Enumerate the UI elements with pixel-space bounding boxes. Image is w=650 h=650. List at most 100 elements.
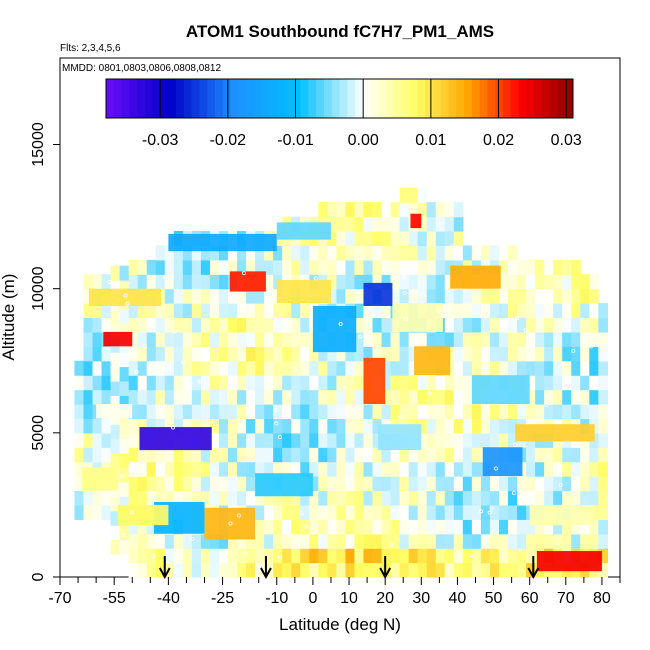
heatmap-block <box>363 282 393 306</box>
colorbar-segment <box>409 79 418 118</box>
sample-marker <box>173 329 178 334</box>
y-axis: 0 5000 10000 15000 <box>30 122 60 581</box>
heatmap-cell <box>128 404 139 420</box>
heatmap-cell <box>173 461 184 477</box>
sample-marker <box>264 251 269 256</box>
heatmap-cell <box>390 476 401 492</box>
heatmap-cell <box>417 519 428 535</box>
heatmap-cell <box>182 389 193 405</box>
heatmap-cell <box>598 432 608 448</box>
colorbar-segment <box>534 79 543 118</box>
sample-marker <box>558 483 563 488</box>
heatmap-cell <box>535 346 545 362</box>
heatmap-cell <box>164 476 175 492</box>
sample-marker <box>130 510 135 515</box>
heatmap-cell <box>598 461 608 477</box>
heatmap-cell <box>580 533 590 549</box>
heatmap-cell <box>562 331 572 347</box>
heatmap-cell <box>453 490 464 506</box>
heatmap-cell <box>517 288 527 304</box>
heatmap-cell <box>571 274 581 290</box>
heatmap-cell <box>435 375 446 391</box>
heatmap-cell <box>119 380 130 396</box>
heatmap-cell <box>291 504 301 520</box>
heatmap-cell <box>408 519 419 535</box>
heatmap-cell <box>318 548 328 564</box>
heatmap-cell <box>218 548 229 564</box>
heatmap-cell <box>408 504 419 520</box>
heatmap-cell <box>471 476 482 492</box>
heatmap-cell <box>553 288 563 304</box>
heatmap-cell <box>345 346 356 362</box>
heatmap-cell <box>589 447 599 463</box>
heatmap-cell <box>508 490 518 506</box>
heatmap-cell <box>336 461 347 477</box>
heatmap-cell <box>589 490 599 506</box>
colorbar-segment <box>339 79 348 118</box>
heatmap-cell <box>508 317 518 333</box>
colorbar-tick-label: 0.00 <box>348 132 379 149</box>
heatmap-cell <box>146 533 157 549</box>
heatmap-cell <box>228 548 238 564</box>
heatmap-cell <box>372 404 383 420</box>
heatmap-cell <box>562 274 572 290</box>
heatmap-cell <box>255 504 265 520</box>
heatmap-cell <box>119 424 130 440</box>
heatmap-cell <box>345 504 356 520</box>
heatmap-cell <box>508 288 518 304</box>
heatmap-cell <box>354 476 365 492</box>
heatmap-cell <box>264 346 274 362</box>
heatmap-cell <box>444 490 455 506</box>
colorbar-segment <box>440 79 449 118</box>
heatmap-cell <box>164 548 175 564</box>
heatmap-cell <box>372 447 383 463</box>
heatmap-cell <box>191 245 202 261</box>
heatmap-cell <box>83 447 94 463</box>
heatmap-cell <box>408 202 419 218</box>
heatmap-cell <box>354 490 365 506</box>
sample-marker <box>120 474 125 479</box>
colorbar-segment <box>557 79 566 118</box>
heatmap-cell <box>173 274 184 290</box>
heatmap-cell <box>408 548 419 564</box>
heatmap-cell <box>489 418 500 434</box>
heatmap-cell <box>327 519 337 535</box>
heatmap-cell <box>462 360 473 376</box>
colorbar-segment <box>331 79 340 118</box>
heatmap-cell <box>336 562 347 578</box>
heatmap-cell <box>137 447 148 463</box>
heatmap-cell <box>92 447 103 463</box>
colorbar-tick-label: -0.02 <box>210 132 247 149</box>
heatmap-cell <box>155 389 166 405</box>
heatmap-cell <box>200 447 211 463</box>
heatmap-cell <box>417 231 428 247</box>
heatmap-cell <box>381 504 392 520</box>
heatmap-cell <box>128 259 139 275</box>
heatmap-cell <box>553 490 563 506</box>
heatmap-cell <box>246 476 256 492</box>
heatmap-cell <box>408 331 419 347</box>
heatmap-cell <box>264 288 274 304</box>
heatmap-cell <box>264 375 274 391</box>
colorbar-segment <box>316 79 325 118</box>
heatmap-cell <box>327 548 337 564</box>
heatmap-cell <box>146 317 157 333</box>
heatmap-cell <box>562 404 572 420</box>
heatmap-cell <box>327 404 337 420</box>
heatmap-cell <box>444 245 455 261</box>
heatmap-cell <box>535 461 545 477</box>
heatmap-cell <box>562 303 572 319</box>
heatmap-cell <box>517 360 527 376</box>
heatmap-cell <box>354 504 365 520</box>
heatmap-cell <box>318 562 328 578</box>
heatmap-cell <box>363 432 374 448</box>
heatmap-cell <box>191 562 202 578</box>
heatmap-cell <box>535 533 545 549</box>
heatmap-cell <box>146 274 157 290</box>
sample-marker <box>162 275 167 280</box>
colorbar-segment <box>230 79 239 118</box>
colorbar-segment <box>323 79 333 118</box>
heatmap-cell <box>336 346 347 362</box>
heatmap-cell <box>173 331 184 347</box>
heatmap-cell <box>408 447 419 463</box>
